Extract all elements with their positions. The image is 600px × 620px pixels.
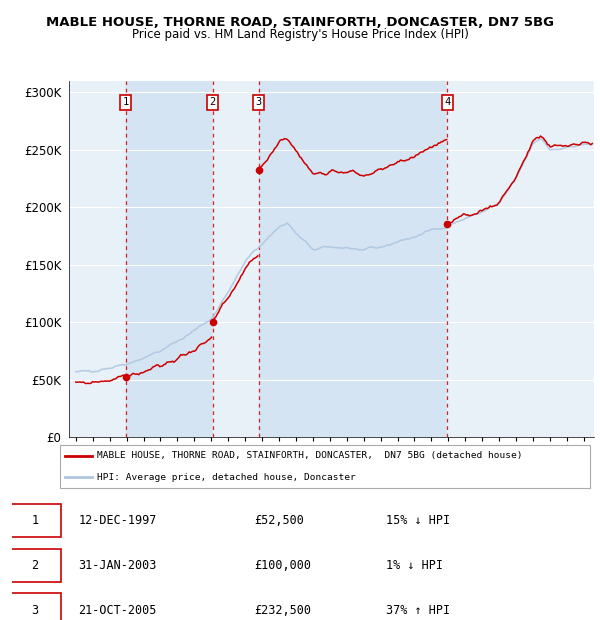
Text: MABLE HOUSE, THORNE ROAD, STAINFORTH, DONCASTER,  DN7 5BG (detached house): MABLE HOUSE, THORNE ROAD, STAINFORTH, DO…	[97, 451, 523, 461]
Bar	[448, 81, 594, 437]
FancyBboxPatch shape	[9, 549, 61, 582]
Text: 21-OCT-2005: 21-OCT-2005	[78, 604, 157, 617]
Text: 1: 1	[122, 97, 129, 107]
Text: HPI: Average price, detached house, Doncaster: HPI: Average price, detached house, Donc…	[97, 472, 356, 482]
Text: 3: 3	[256, 97, 262, 107]
Text: 37% ↑ HPI: 37% ↑ HPI	[386, 604, 451, 617]
Text: 2: 2	[209, 97, 216, 107]
Text: £232,500: £232,500	[254, 604, 311, 617]
Text: 12-DEC-1997: 12-DEC-1997	[78, 515, 157, 528]
Bar	[126, 81, 212, 437]
Text: £52,500: £52,500	[254, 515, 304, 528]
Text: Price paid vs. HM Land Registry's House Price Index (HPI): Price paid vs. HM Land Registry's House …	[131, 28, 469, 41]
Text: MABLE HOUSE, THORNE ROAD, STAINFORTH, DONCASTER, DN7 5BG: MABLE HOUSE, THORNE ROAD, STAINFORTH, DO…	[46, 16, 554, 29]
Text: 1: 1	[31, 515, 38, 528]
Bar	[259, 81, 448, 437]
Text: 2: 2	[31, 559, 38, 572]
Bar	[212, 81, 259, 437]
Text: 1% ↓ HPI: 1% ↓ HPI	[386, 559, 443, 572]
Text: 3: 3	[31, 604, 38, 617]
Text: 4: 4	[444, 97, 451, 107]
Text: 31-JAN-2003: 31-JAN-2003	[78, 559, 157, 572]
FancyBboxPatch shape	[9, 504, 61, 537]
Text: £100,000: £100,000	[254, 559, 311, 572]
Bar	[69, 81, 126, 437]
FancyBboxPatch shape	[59, 445, 590, 489]
Text: 15% ↓ HPI: 15% ↓ HPI	[386, 515, 451, 528]
FancyBboxPatch shape	[9, 593, 61, 620]
